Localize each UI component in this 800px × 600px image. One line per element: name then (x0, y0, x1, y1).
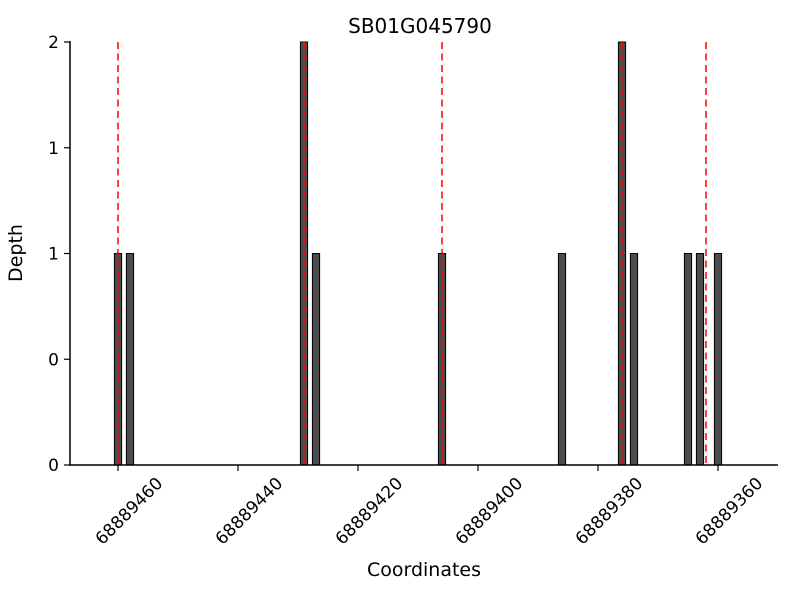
y-axis-title: Depth (5, 224, 27, 282)
x-tick-label: 68889460 (92, 474, 167, 549)
depth-bar (713, 253, 723, 466)
y-tick-label: 1 (48, 245, 59, 265)
y-tick-label: 2 (48, 33, 59, 53)
x-axis-ticks: 68889460 68889440 68889420 68889400 68889380… (92, 465, 767, 549)
depth-bar (557, 253, 567, 466)
depth-bar (683, 253, 693, 466)
depth-bar (629, 253, 639, 466)
y-tick-label: 1 (48, 139, 59, 159)
x-tick-label: 68889420 (332, 474, 407, 549)
y-tick-label: 0 (48, 456, 59, 476)
y-tick-label: 0 (48, 350, 59, 370)
chart-title: SB01G045790 (348, 14, 492, 38)
x-tick-label: 68889360 (692, 474, 767, 549)
bars-group (113, 41, 723, 466)
x-tick-label: 68889440 (212, 474, 287, 549)
x-axis-title: Coordinates (367, 559, 481, 581)
y-axis-ticks: 0 0 1 1 2 (48, 33, 70, 476)
depth-bar (695, 253, 705, 466)
depth-bar (311, 253, 321, 466)
depth-bar (125, 253, 135, 466)
x-tick-label: 68889400 (452, 474, 527, 549)
marker-lines-group (117, 42, 707, 465)
x-tick-label: 68889380 (572, 474, 647, 549)
